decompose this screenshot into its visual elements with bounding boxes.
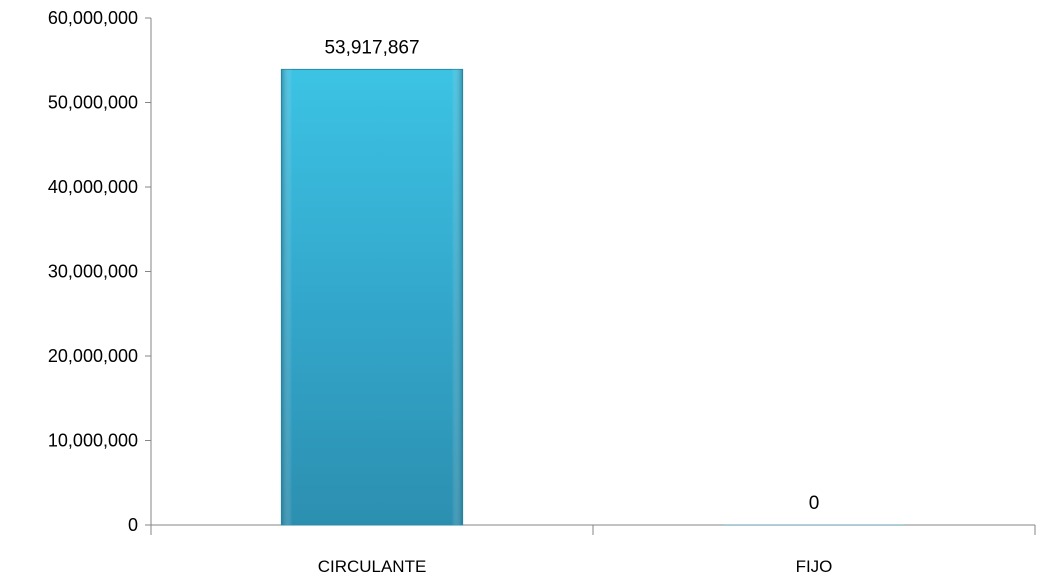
y-axis: 0 10,000,000 20,000,000 30,000,000 40,000,00… <box>48 8 152 535</box>
category-label-circulante: CIRCULANTE <box>318 557 427 576</box>
data-label-fijo: 0 <box>809 493 820 514</box>
y-tick-label: 60,000,000 <box>48 8 138 28</box>
data-label-circulante: 53,917,867 <box>324 37 419 58</box>
y-tick-label: 10,000,000 <box>48 431 138 451</box>
bar-fijo <box>723 524 905 525</box>
y-tick-label: 30,000,000 <box>48 262 138 282</box>
bar-sheen <box>281 69 463 526</box>
y-tick-label: 20,000,000 <box>48 346 138 366</box>
y-tick-label: 50,000,000 <box>48 93 138 113</box>
category-label-fijo: FIJO <box>796 557 833 576</box>
bars <box>280 68 905 526</box>
data-labels: 53,917,867 0 <box>324 37 819 514</box>
x-axis: CIRCULANTE FIJO <box>150 524 1036 576</box>
y-tick-label: 0 <box>128 515 138 535</box>
y-tick-label: 40,000,000 <box>48 177 138 197</box>
